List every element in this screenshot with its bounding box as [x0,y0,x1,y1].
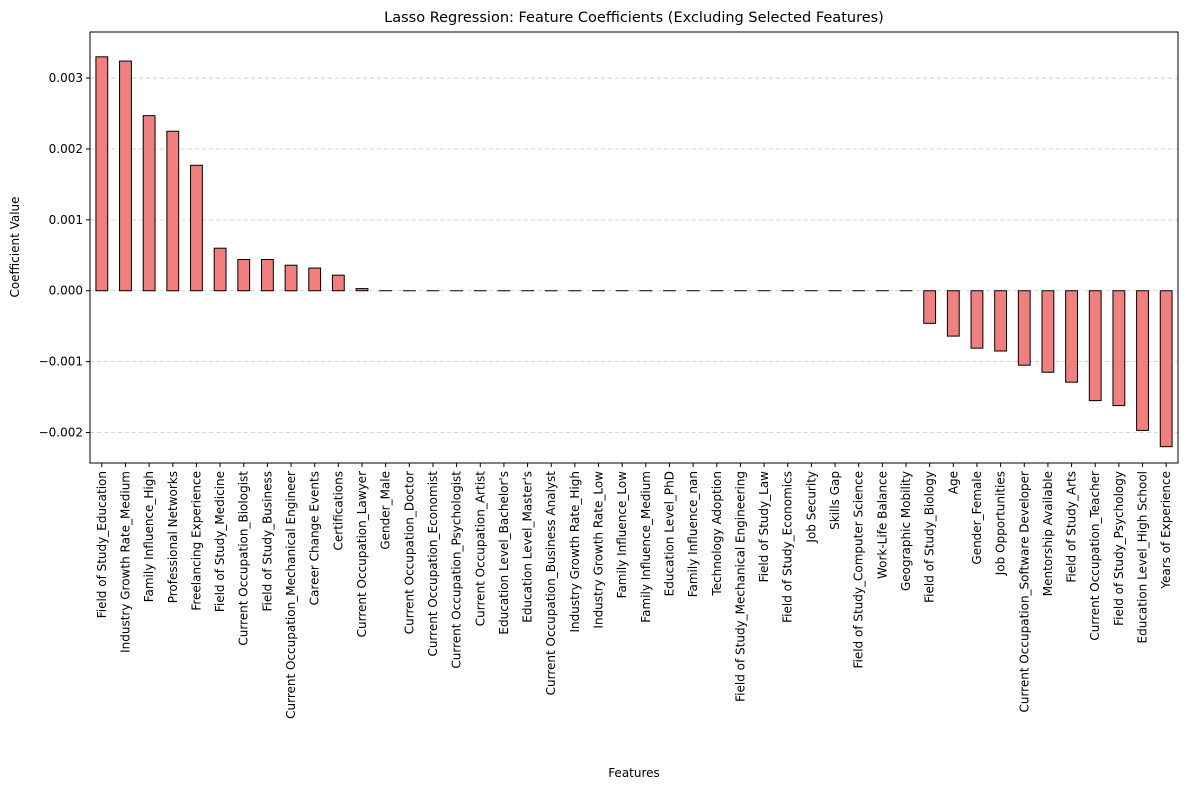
y-tick-label: 0.000 [49,284,83,298]
x-tick-label: Current Occupation_Economist [426,471,440,657]
x-axis-label: Features [608,766,660,780]
bar [213,247,227,292]
y-axis: −0.002 −0.001 0.000 0.001 0.002 0.003 [39,71,90,440]
x-tick-label: Education Level_Master's [521,471,535,623]
x-tick-label: Industry Growth Rate_High [568,471,582,633]
x-tick-label: Current Occupation_Lawyer [355,471,369,637]
x-tick-label: Field of Study_Psychology [1112,471,1126,626]
bar [166,130,180,292]
x-tick-label: Family Influence_Medium [639,471,653,623]
bar [284,264,298,292]
x-tick-label: Family Influence_Low [615,471,629,599]
x-tick-label: Skills Gap [828,471,842,530]
y-tick-label: −0.002 [39,426,83,440]
grid-layer [90,77,1178,433]
bars-layer [95,56,1173,448]
x-tick-label: Field of Study_Mechanical Engineering [733,471,747,702]
bar [970,290,984,349]
chart-title: Lasso Regression: Feature Coefficients (… [384,10,884,26]
x-tick-label: Field of Study_Economics [781,471,795,623]
x-tick-label: Job Opportunities [994,471,1008,576]
bar [1159,290,1173,448]
x-tick-label: Mentorship Available [1041,471,1055,596]
x-tick-label: Gender_Female [970,471,984,565]
bar [1041,290,1055,373]
x-tick-label: Certifications [331,471,345,550]
x-tick-label: Freelancing Experience [189,471,203,611]
bar [331,274,345,292]
bar [95,56,109,292]
bar [1136,290,1149,431]
x-tick-label: Current Occupation_Biologist [237,471,251,646]
x-tick-label: Education Level_Bachelor's [497,471,511,635]
bar [1017,290,1031,366]
bar [119,60,132,292]
bar [1088,290,1102,402]
plot-frame [89,31,1179,464]
x-tick-label: Current Occupation_Business Analyst [544,471,558,696]
x-tick-label: Family Influence_High [142,471,156,602]
x-tick-label: Field of Study_Computer Science [852,471,866,669]
y-tick-label: 0.003 [49,71,83,85]
x-tick-label: Current Occupation_Doctor [402,471,416,634]
x-tick-label: Technology Adoption [710,471,724,597]
x-tick-label: Age [946,471,960,494]
bar [260,259,274,292]
x-tick-label: Gender_Male [379,471,393,550]
x-tick-label: Industry Growth Rate_Low [592,471,606,629]
x-tick-label: Career Change Events [308,471,322,605]
bar [237,259,251,292]
y-axis-label: Coefficient Value [8,196,22,297]
y-tick-label: 0.002 [49,142,83,156]
x-tick-label: Geographic Mobility [899,471,913,591]
x-tick-label: Current Occupation_Psychologist [450,471,464,669]
bar [946,290,960,337]
x-tick-label: Education Level_PhD [662,471,676,596]
x-tick-label: Professional Networks [166,471,180,603]
x-tick-label: Current Occupation_Artist [473,471,487,627]
x-tick-label: Industry Growth Rate_Medium [118,471,132,653]
x-axis: Field of Study_Education Industry Growth … [95,463,1173,719]
bar [1065,290,1078,383]
x-tick-label: Current Occupation_Teacher [1088,471,1102,641]
x-tick-label: Current Occupation_Software Developer [1017,471,1031,713]
x-tick-label: Family Influence_nan [686,471,700,597]
bar [308,267,322,292]
bar [190,164,203,292]
x-tick-label: Job Security [804,471,818,544]
x-tick-label: Field of Study_Arts [1065,471,1079,583]
x-tick-label: Education Level_High School [1136,471,1150,643]
x-tick-label: Field of Study_Medicine [213,471,227,612]
x-tick-label: Field of Study_Law [757,471,771,583]
x-tick-label: Current Occupation_Mechanical Engineer [284,471,298,719]
bar [923,290,937,324]
x-tick-label: Field of Study_Business [260,471,274,611]
x-tick-label: Field of Study_Biology [923,471,937,603]
x-tick-label: Field of Study_Education [95,471,109,618]
bar [994,290,1008,352]
y-tick-label: −0.001 [39,355,83,369]
x-tick-label: Years of Experience [1159,471,1173,590]
y-tick-label: 0.001 [49,213,83,227]
bar [1112,290,1126,407]
bar [355,288,369,292]
x-tick-label: Work-Life Balance [875,471,889,579]
bar [142,115,156,292]
